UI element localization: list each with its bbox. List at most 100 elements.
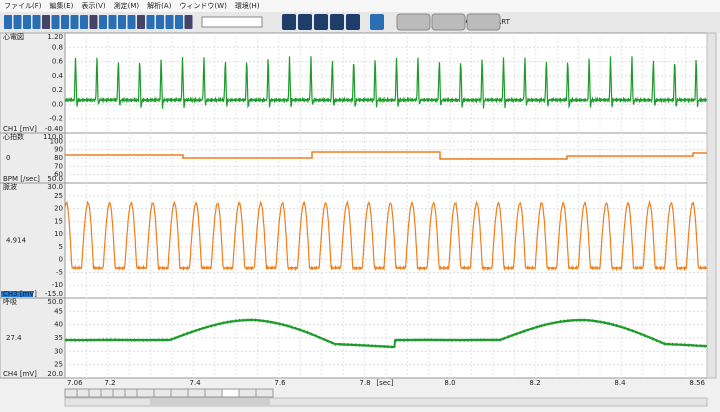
tool-icon[interactable] bbox=[175, 15, 183, 29]
tool-icon[interactable] bbox=[23, 15, 31, 29]
scale-button[interactable] bbox=[64, 388, 78, 398]
time-unit: [sec] bbox=[376, 379, 394, 387]
channel-unit: CH4 [mV] bbox=[3, 370, 37, 378]
tool-icon[interactable] bbox=[42, 15, 50, 29]
channel-bottom: -15.0 bbox=[45, 290, 63, 298]
tool-icon[interactable] bbox=[184, 15, 193, 29]
scale-button[interactable] bbox=[76, 388, 90, 398]
y-tick-label: 60 bbox=[54, 171, 63, 179]
transport-button[interactable] bbox=[370, 14, 384, 30]
menu-item[interactable]: 編集(E) bbox=[50, 1, 74, 10]
y-tick-label: -5 bbox=[56, 268, 63, 276]
channel-top: 1.20 bbox=[47, 33, 63, 41]
scale-button[interactable] bbox=[238, 388, 257, 398]
time-tick: 7.4 bbox=[189, 379, 201, 387]
scale-button[interactable] bbox=[100, 388, 114, 398]
menu-item[interactable]: ファイル(F) bbox=[4, 2, 42, 10]
tool-icon[interactable] bbox=[156, 15, 164, 29]
record-button[interactable] bbox=[466, 13, 501, 31]
y-tick-label: 30 bbox=[54, 347, 63, 355]
y-tick-label: 0.4 bbox=[52, 72, 64, 80]
y-tick-label: 0.6 bbox=[52, 58, 64, 66]
mode-dropdown[interactable] bbox=[201, 16, 263, 28]
y-tick-label: 10 bbox=[54, 230, 63, 238]
transport-button[interactable] bbox=[346, 14, 360, 30]
scale-button[interactable] bbox=[204, 388, 223, 398]
tool-icon[interactable] bbox=[32, 15, 41, 29]
channel-bottom: 50.0 bbox=[47, 175, 63, 183]
scale-button[interactable] bbox=[221, 388, 240, 398]
scale-button[interactable] bbox=[187, 388, 206, 398]
y-tick-label: 0.2 bbox=[52, 86, 63, 94]
scale-button[interactable] bbox=[255, 388, 274, 398]
vertical-scrollbar[interactable] bbox=[706, 32, 717, 379]
respiration-trace bbox=[64, 318, 708, 349]
channel-top: 30.0 bbox=[47, 183, 63, 191]
tool-icon[interactable] bbox=[61, 15, 69, 29]
channel-panel bbox=[0, 32, 66, 379]
y-tick-label: 80 bbox=[54, 154, 63, 162]
tool-icon[interactable] bbox=[108, 15, 117, 29]
channel-top: 110.0 bbox=[43, 133, 63, 141]
menu-item[interactable]: 表示(V) bbox=[81, 1, 106, 10]
channel-name[interactable]: 脈波 bbox=[3, 182, 17, 191]
channel-unit: CH1 [mV] bbox=[3, 125, 37, 133]
scale-button[interactable] bbox=[88, 388, 102, 398]
channel-unit: BPM [/sec] bbox=[3, 175, 40, 183]
tool-icon[interactable] bbox=[146, 15, 155, 29]
y-tick-label: 45 bbox=[54, 307, 63, 315]
scale-button[interactable] bbox=[170, 388, 189, 398]
channel-value: 27.4 bbox=[6, 334, 22, 342]
menu-item[interactable]: 測定(M) bbox=[114, 1, 140, 10]
tool-icon[interactable] bbox=[70, 15, 79, 29]
tool-icon[interactable] bbox=[51, 15, 60, 29]
menu-item[interactable]: 解析(A) bbox=[147, 1, 172, 10]
ecg-trace bbox=[64, 56, 708, 109]
transport-button[interactable] bbox=[330, 14, 344, 30]
y-tick-label: 0 bbox=[59, 256, 63, 264]
time-tick: 7.8 bbox=[359, 379, 370, 387]
y-tick-label: 40 bbox=[54, 321, 63, 329]
tool-icon[interactable] bbox=[4, 15, 12, 29]
y-tick-label: 20 bbox=[54, 205, 63, 213]
y-tick-label: 35 bbox=[54, 334, 63, 342]
channel-name[interactable]: 呼吸 bbox=[3, 297, 17, 306]
y-tick-label: 0.0 bbox=[52, 100, 63, 108]
channel-bottom: -0.40 bbox=[45, 125, 63, 133]
tool-icon[interactable] bbox=[137, 15, 145, 29]
record-button[interactable] bbox=[431, 13, 466, 31]
scale-button[interactable] bbox=[124, 388, 138, 398]
tool-icon[interactable] bbox=[165, 15, 174, 29]
transport-button[interactable] bbox=[314, 14, 328, 30]
tool-icon[interactable] bbox=[99, 15, 107, 29]
channel-name[interactable]: 心電図 bbox=[3, 33, 24, 41]
channel-top: 50.0 bbox=[47, 298, 63, 306]
record-button[interactable] bbox=[396, 13, 431, 31]
scroll-thumb[interactable] bbox=[150, 399, 270, 405]
pulse-trace bbox=[64, 199, 708, 272]
tool-icon[interactable] bbox=[118, 15, 126, 29]
transport-button[interactable] bbox=[282, 14, 296, 30]
horizontal-scrollbar[interactable] bbox=[64, 397, 708, 407]
menu-item[interactable]: ウィンドウ(W) bbox=[179, 2, 227, 10]
y-tick-label: 100 bbox=[50, 137, 63, 145]
tool-icon[interactable] bbox=[80, 15, 88, 29]
y-tick-label: -0.2 bbox=[49, 115, 63, 123]
scale-button[interactable] bbox=[153, 388, 172, 398]
y-tick-label: 0.8 bbox=[52, 43, 63, 51]
tool-icon[interactable] bbox=[127, 15, 136, 29]
channel-value: 0 bbox=[6, 154, 10, 162]
time-tick: 7.2 bbox=[104, 379, 115, 387]
channel-name[interactable]: 心拍数 bbox=[3, 132, 24, 141]
y-tick-label: 5 bbox=[59, 243, 63, 251]
y-tick-label: 25 bbox=[54, 361, 63, 369]
tool-icon[interactable] bbox=[89, 15, 98, 29]
scale-button[interactable] bbox=[136, 388, 155, 398]
scale-button[interactable] bbox=[112, 388, 126, 398]
tool-icon[interactable] bbox=[13, 15, 22, 29]
transport-button[interactable] bbox=[298, 14, 312, 30]
channel-bottom: 20.0 bbox=[47, 370, 63, 378]
menu-item[interactable]: 環境(H) bbox=[235, 1, 260, 10]
time-tick: 8.0 bbox=[444, 379, 455, 387]
